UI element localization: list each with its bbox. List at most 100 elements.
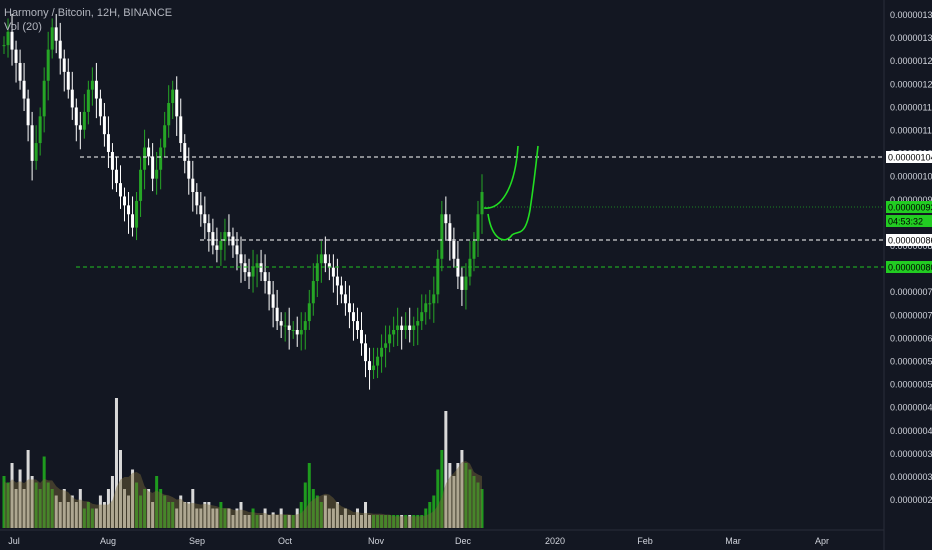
volume-bar (82, 508, 86, 528)
volume-bar (432, 495, 436, 528)
volume-bar (34, 482, 38, 528)
volume-bar (102, 502, 106, 528)
volume-bar (452, 476, 456, 528)
volume-bar (247, 515, 251, 528)
candle-body (163, 125, 167, 148)
volume-bar (219, 502, 223, 528)
candle-body (42, 80, 46, 117)
volume-bar (468, 469, 472, 528)
candle-body (227, 232, 231, 237)
volume-bar (267, 515, 271, 528)
candle-body (480, 192, 484, 215)
volume-bar (263, 508, 267, 528)
candle-body (239, 254, 243, 264)
x-tick-label: Aug (100, 536, 116, 546)
volume-bar (287, 515, 291, 528)
current-price-text: 0.00000093 (888, 203, 932, 213)
volume-bar (231, 515, 235, 528)
volume-bar (66, 502, 70, 528)
candle-body (10, 31, 14, 50)
volume-bar (207, 502, 211, 528)
candle-body (223, 232, 227, 241)
volume-bar (392, 515, 396, 528)
volume-bar (416, 515, 420, 528)
candle-body (219, 240, 223, 250)
volume-bar (476, 482, 480, 528)
candle-body (118, 183, 122, 197)
volume-bar (90, 508, 94, 528)
candle-body (58, 40, 62, 59)
volume-bar (283, 515, 287, 528)
volume-bar (86, 502, 90, 528)
volume-bar (436, 469, 440, 528)
candle-body (46, 49, 50, 81)
candle-body (456, 258, 460, 277)
volume-bar (98, 495, 102, 528)
candle-body (452, 240, 456, 259)
volume-bar (359, 515, 363, 528)
price-label-badge (886, 234, 932, 246)
candle-body (34, 143, 38, 161)
candle-body (311, 281, 315, 304)
candle-body (207, 223, 211, 233)
candle-body (82, 111, 86, 130)
volume-bar (22, 489, 26, 528)
volume-bar (327, 508, 331, 528)
volume-bar (295, 508, 299, 528)
volume-bar (74, 502, 78, 528)
volume-bar (143, 489, 147, 528)
y-tick-label: 0.00000095 (890, 195, 932, 205)
candle-body (436, 258, 440, 295)
volume-bar (211, 508, 215, 528)
candle-body (94, 80, 98, 99)
candle-body (62, 58, 66, 72)
candle-body (131, 214, 135, 228)
candle-body (143, 147, 147, 170)
volume-bar (355, 508, 359, 528)
volume-bar (46, 482, 50, 528)
price-label-text: 0.00000080 (888, 263, 932, 273)
candle-body (299, 329, 303, 335)
volume-bar (235, 508, 239, 528)
candle-body (235, 245, 239, 255)
volume-bar (299, 502, 303, 528)
candle-body (106, 134, 110, 152)
candle-body (347, 303, 351, 313)
volume-bar (424, 508, 428, 528)
candle-body (331, 267, 335, 277)
candle-body (404, 325, 408, 330)
volume-bar (179, 495, 183, 528)
candle-body (275, 307, 279, 322)
volume-bar (227, 508, 231, 528)
candle-body (359, 329, 363, 344)
candle-body (400, 325, 404, 330)
candle-body (472, 240, 476, 259)
candle-body (355, 321, 359, 330)
candle-body (339, 285, 343, 295)
volume-bar (444, 411, 448, 528)
volume-bar (167, 502, 171, 528)
y-tick-label: 0.00000046 (890, 403, 932, 413)
volume-bar (70, 495, 74, 528)
volume-bar (351, 515, 355, 528)
candle-body (211, 232, 215, 246)
volume-bar (303, 482, 307, 528)
candle-body (468, 258, 472, 277)
candle-body (50, 27, 54, 50)
volume-bar (183, 502, 187, 528)
volume-bar (159, 489, 163, 528)
candle-body (335, 276, 339, 286)
volume-bar (428, 502, 432, 528)
y-tick-label: 0.00000026 (890, 495, 932, 505)
volume-bar (127, 495, 131, 528)
candle-body (98, 98, 102, 117)
volume-bar (118, 450, 122, 528)
candle-body (167, 103, 171, 126)
candle-body (295, 329, 299, 335)
volume-bar (171, 502, 175, 528)
